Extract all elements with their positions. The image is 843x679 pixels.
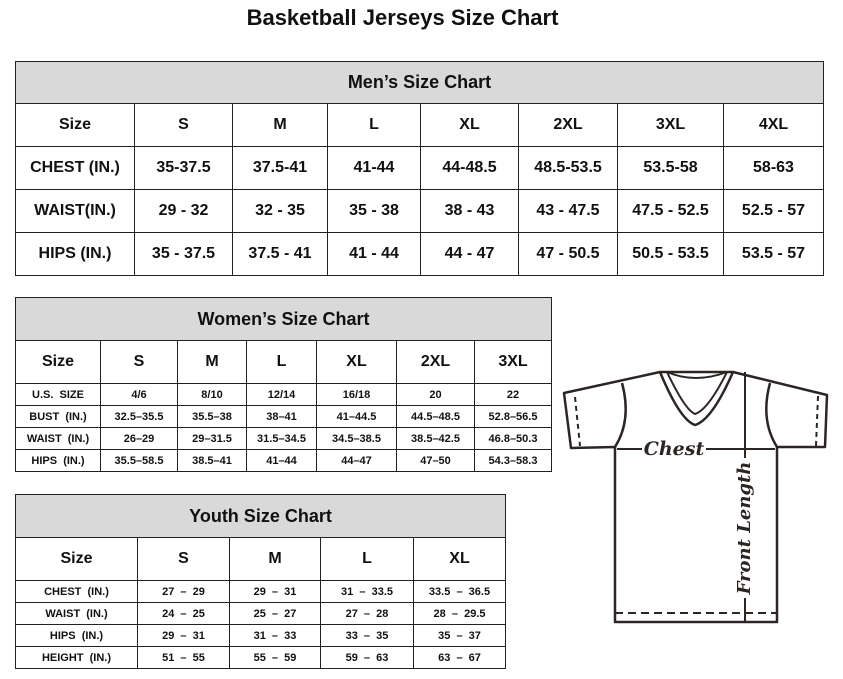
header-cell: L xyxy=(246,340,317,384)
value-cell: 58-63 xyxy=(723,146,824,190)
value-cell: 32 - 35 xyxy=(232,189,328,233)
value-cell: 35 - 38 xyxy=(327,189,421,233)
value-cell: 47.5 - 52.5 xyxy=(617,189,724,233)
table-row: HIPS (IN.) 35 - 37.5 37.5 - 41 41 - 44 44 - … xyxy=(15,232,824,276)
header-cell: 3XL xyxy=(617,103,724,147)
value-cell: 48.5-53.5 xyxy=(518,146,618,190)
header-cell: L xyxy=(327,103,421,147)
collar-inner xyxy=(666,371,728,415)
collar xyxy=(658,371,735,427)
value-cell: 4/6 xyxy=(100,383,178,406)
value-cell: 37.5 - 41 xyxy=(232,232,328,276)
women-table-caption: Women’s Size Chart xyxy=(14,297,553,341)
value-cell: 35 - 37.5 xyxy=(134,232,233,276)
shirt-outline xyxy=(562,370,829,624)
row-label: WAIST (IN.) xyxy=(15,602,138,625)
front-length-label: Front Length xyxy=(734,462,755,596)
left-sleeve-hem xyxy=(574,396,581,447)
value-cell: 47–50 xyxy=(396,449,475,472)
header-cell: XL xyxy=(316,340,397,384)
header-cell: S xyxy=(100,340,178,384)
page-title: Basketball Jerseys Size Chart xyxy=(246,5,559,30)
youth-size-table: Youth Size Chart Size S M L XL CHEST (IN.) 27 –… xyxy=(14,494,507,669)
value-cell: 8/10 xyxy=(177,383,247,406)
value-cell: 29 – 31 xyxy=(229,580,321,603)
value-cell: 38.5–41 xyxy=(177,449,247,472)
header-cell: Size xyxy=(15,537,138,581)
value-cell: 41–44 xyxy=(246,449,317,472)
value-cell: 41 - 44 xyxy=(327,232,421,276)
men-table-caption: Men’s Size Chart xyxy=(15,61,824,104)
value-cell: 44.5–48.5 xyxy=(396,405,475,428)
value-cell: 43 - 47.5 xyxy=(518,189,618,233)
value-cell: 37.5-41 xyxy=(232,146,328,190)
value-cell: 27 – 28 xyxy=(320,602,414,625)
row-label: HEIGHT (IN.) xyxy=(15,646,138,669)
value-cell: 53.5-58 xyxy=(617,146,724,190)
value-cell: 31.5–34.5 xyxy=(246,427,317,450)
value-cell: 51 – 55 xyxy=(137,646,230,669)
value-cell: 25 – 27 xyxy=(229,602,321,625)
womens-size-table: Women’s Size Chart Size S M L XL 2XL 3XL U.S. SI… xyxy=(14,297,553,472)
value-cell: 50.5 - 53.5 xyxy=(617,232,724,276)
row-label: CHEST (IN.) xyxy=(15,146,135,190)
collar-rim xyxy=(666,371,728,379)
header-cell: S xyxy=(134,103,233,147)
table-row: U.S. SIZE 4/6 8/10 12/14 16/18 20 22 xyxy=(15,383,553,406)
value-cell: 16/18 xyxy=(316,383,397,406)
value-cell: 41–44.5 xyxy=(316,405,397,428)
header-cell: XL xyxy=(420,103,519,147)
header-cell: M xyxy=(232,103,328,147)
value-cell: 38.5–42.5 xyxy=(396,427,475,450)
value-cell: 33 – 35 xyxy=(320,624,414,647)
value-cell: 41-44 xyxy=(327,146,421,190)
value-cell: 53.5 - 57 xyxy=(723,232,824,276)
value-cell: 35-37.5 xyxy=(134,146,233,190)
chest-label: Chest xyxy=(644,438,705,460)
table-row: CHEST (IN.) 27 – 29 29 – 31 31 – 33.5 33.5 –… xyxy=(15,580,507,603)
right-armhole xyxy=(765,382,779,448)
row-label: HIPS (IN.) xyxy=(15,449,101,472)
table-row: WAIST (IN.) 24 – 25 25 – 27 27 – 28 28 – 29.… xyxy=(15,602,507,625)
youth-table-caption: Youth Size Chart xyxy=(14,494,507,538)
value-cell: 54.3–58.3 xyxy=(473,449,553,472)
value-cell: 47 - 50.5 xyxy=(518,232,618,276)
table-row: HIPS (IN.) 29 – 31 31 – 33 33 – 35 35 – 37 xyxy=(15,624,507,647)
header-row: Size S M L XL 2XL 3XL 4XL xyxy=(15,103,824,147)
header-cell: 3XL xyxy=(473,340,553,384)
table-row: WAIST (IN.) 26–29 29–31.5 31.5–34.5 34.5–38.… xyxy=(15,427,553,450)
value-cell: 63 – 67 xyxy=(412,646,507,669)
value-cell: 29 - 32 xyxy=(134,189,233,233)
header-cell: 2XL xyxy=(518,103,618,147)
mens-size-table: Men’s Size Chart Size S M L XL 2XL 3XL 4XL CHEST … xyxy=(15,61,824,276)
value-cell: 46.8–50.3 xyxy=(473,427,553,450)
left-armhole xyxy=(613,382,627,448)
value-cell: 44 - 47 xyxy=(420,232,519,276)
row-label: HIPS (IN.) xyxy=(15,232,135,276)
table-row: HIPS (IN.) 35.5–58.5 38.5–41 41–44 44–47 47–5… xyxy=(15,449,553,472)
table-row: CHEST (IN.) 35-37.5 37.5-41 41-44 44-48.5 48.… xyxy=(15,146,824,190)
right-sleeve-hem xyxy=(815,395,819,447)
row-label: WAIST(IN.) xyxy=(15,189,135,233)
value-cell: 52.5 - 57 xyxy=(723,189,824,233)
header-cell: S xyxy=(137,537,230,581)
header-cell: XL xyxy=(412,537,507,581)
row-label: HIPS (IN.) xyxy=(15,624,138,647)
row-label: WAIST (IN.) xyxy=(15,427,101,450)
table-row: HEIGHT (IN.) 51 – 55 55 – 59 59 – 63 63 – 67 xyxy=(15,646,507,669)
header-row: Size S M L XL xyxy=(15,537,507,581)
value-cell: 34.5–38.5 xyxy=(316,427,397,450)
